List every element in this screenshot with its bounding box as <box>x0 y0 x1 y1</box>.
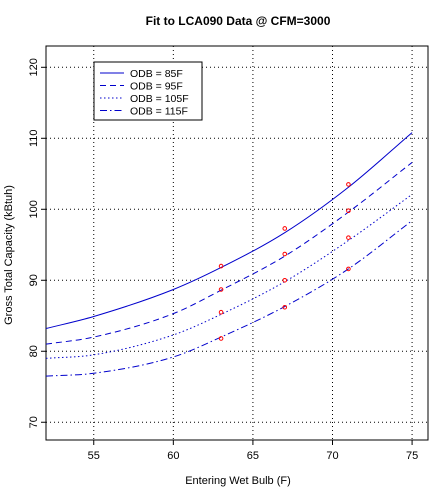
data-point <box>218 309 224 315</box>
data-point <box>282 277 288 283</box>
legend-label: ODB = 105F <box>130 93 189 105</box>
series-lines <box>45 132 413 377</box>
legend-label: ODB = 115F <box>130 106 188 118</box>
data-points <box>218 182 351 341</box>
series-line-2 <box>45 193 413 359</box>
x-tick-label: 55 <box>88 450 100 462</box>
legend-label: ODB = 85F <box>130 68 183 80</box>
x-tick-label: 65 <box>247 450 259 462</box>
y-tick-label: 80 <box>28 345 40 357</box>
x-tick-label: 75 <box>406 450 418 462</box>
data-point <box>218 263 224 269</box>
legend-box <box>93 61 203 121</box>
y-tick-label: 100 <box>28 200 40 218</box>
y-tick-label: 90 <box>28 274 40 286</box>
grid-lines <box>46 46 428 440</box>
series-line-1 <box>45 162 413 345</box>
series-line-3 <box>45 220 413 377</box>
data-point <box>282 226 288 231</box>
data-point <box>346 208 351 213</box>
data-point <box>346 182 351 187</box>
data-point <box>218 336 224 341</box>
plot-frame <box>45 45 429 441</box>
x-axis-label: Entering Wet Bulb (F) <box>185 475 291 487</box>
data-point <box>282 304 288 310</box>
legend-label: ODB = 95F <box>130 81 183 93</box>
data-point <box>218 287 224 292</box>
chart-title: Fit to LCA090 Data @ CFM=3000 <box>146 14 331 28</box>
data-point <box>282 251 288 257</box>
y-axis-label: Gross Total Capacity (kBtuh) <box>3 185 15 325</box>
data-point <box>346 235 351 240</box>
series-line-0 <box>45 132 413 330</box>
axes: 55 60 65 70 75 70 80 90 100 110 120 <box>28 45 429 462</box>
y-tick-label: 120 <box>28 58 40 76</box>
y-tick-label: 70 <box>28 416 40 428</box>
x-tick-label: 70 <box>326 450 338 462</box>
data-point <box>346 266 351 272</box>
y-tick-label: 110 <box>28 130 40 148</box>
x-tick-label: 60 <box>167 450 179 462</box>
